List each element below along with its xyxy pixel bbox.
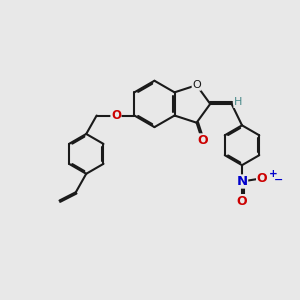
Text: O: O: [237, 195, 247, 208]
Text: −: −: [274, 175, 283, 185]
Text: O: O: [111, 109, 121, 122]
Text: O: O: [197, 134, 208, 147]
Text: +: +: [268, 169, 277, 179]
Text: H: H: [234, 98, 242, 107]
Text: N: N: [236, 175, 247, 188]
Text: O: O: [192, 80, 201, 90]
Text: O: O: [256, 172, 267, 185]
